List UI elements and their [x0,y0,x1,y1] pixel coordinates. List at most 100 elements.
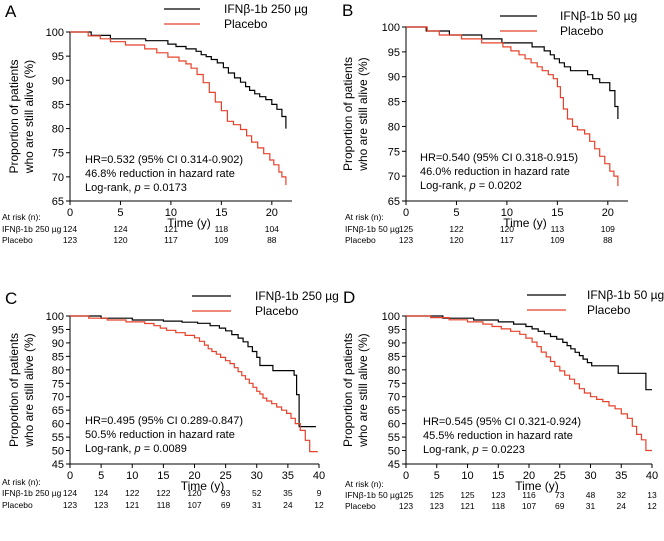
panel-letter: B [342,1,353,20]
x-tick-label: 10 [461,470,473,482]
at-risk-count: 13 [647,490,657,500]
x-tick-label: 10 [165,207,177,219]
y-tick-label: 80 [388,121,400,133]
x-tick-label: 5 [98,470,104,482]
y-axis-label: Proportion of patientswho are still aliv… [341,57,370,172]
at-risk-count: 73 [555,490,565,500]
at-risk-count: 120 [500,224,514,234]
y-tick-label: 80 [52,124,64,136]
placebo-curve [70,31,287,186]
at-risk-count: 125 [399,490,413,500]
at-risk-count: 120 [449,235,463,245]
at-risk-row-label: IFNβ-1b 50 µg [345,224,400,234]
x-tick-label: 0 [67,207,73,219]
at-risk-count: 104 [265,224,279,234]
treatment-curve [70,315,316,428]
x-tick-label: 0 [403,470,409,482]
x-tick-label: 5 [434,470,440,482]
stats-line: Log-rank, p = 0.0223 [423,444,525,456]
at-risk-count: 121 [164,224,178,234]
at-risk-count: 123 [94,500,108,510]
at-risk-count: 69 [555,501,565,511]
x-tick-label: 10 [126,470,138,482]
stats-line: HR=0.532 (95% CI 0.314-0.902) [85,154,243,166]
at-risk-count: 125 [399,224,413,234]
at-risk-count: 109 [550,235,564,245]
at-risk-count: 69 [221,500,231,510]
y-tick-label: 75 [388,146,400,158]
at-risk-count: 32 [617,490,627,500]
y-tick-label: 90 [52,75,64,87]
at-risk-count: 35 [283,488,293,498]
y-tick-label: 70 [52,172,64,184]
at-risk-count: 113 [551,224,565,234]
at-risk-row-label: Placebo [345,501,376,511]
y-axis-label: Proportion of patientswho are still aliv… [7,59,36,174]
y-tick-label: 95 [388,47,400,59]
stats-line: Log-rank, p = 0.0202 [420,180,522,192]
placebo-curve [70,315,318,453]
y-tick-label: 75 [52,148,64,160]
y-tick-label: 80 [52,365,64,377]
x-axis-label: Time (y) [167,216,211,230]
x-tick-label: 25 [220,470,232,482]
legend-label: Placebo [255,304,299,318]
y-tick-label: 95 [52,324,64,336]
y-tick-label: 45 [388,459,400,471]
y-tick-label: 85 [52,351,64,363]
y-tick-label: 85 [52,99,64,111]
at-risk-count: 122 [156,488,170,498]
x-tick-label: 5 [117,207,123,219]
x-tick-label: 15 [157,470,169,482]
y-tick-label: 60 [388,419,400,431]
stats-line: 45.5% reduction in hazard rate [423,430,573,442]
y-tick-label: 90 [388,72,400,84]
x-tick-label: 10 [501,207,513,219]
at-risk-header: At risk (n): [2,212,41,222]
x-tick-label: 30 [251,470,263,482]
x-tick-label: 15 [492,470,504,482]
x-tick-label: 30 [584,470,596,482]
at-risk-count: 31 [252,500,262,510]
at-risk-count: 120 [113,235,127,245]
x-axis-label: Time (y) [181,479,225,493]
stats-line: 50.5% reduction in hazard rate [85,429,235,441]
at-risk-count: 88 [603,235,613,245]
at-risk-count: 9 [317,488,322,498]
at-risk-count: 125 [460,490,474,500]
at-risk-count: 24 [617,501,627,511]
y-tick-label: 70 [388,171,400,183]
y-tick-label: 55 [52,432,64,444]
at-risk-count: 123 [63,500,77,510]
stats-line: HR=0.495 (95% CI 0.289-0.847) [85,415,243,427]
treatment-curve [406,315,652,391]
x-tick-label: 25 [554,470,566,482]
y-axis-label: Proportion of patientswho are still aliv… [7,333,36,448]
at-risk-count: 117 [500,235,514,245]
panel-a: A 65 70 75 80 85 90 95 100 0 5 10 15 20 Time (y) Propor… [2,2,308,245]
x-tick-label: 40 [313,470,325,482]
at-risk-header: At risk (n): [345,479,384,489]
at-risk-count: 123 [63,235,77,245]
at-risk-count: 109 [601,224,615,234]
x-tick-label: 15 [551,207,563,219]
x-axis-label: Time (y) [503,216,547,230]
at-risk-count: 118 [157,500,171,510]
x-tick-label: 5 [453,207,459,219]
at-risk-count: 52 [252,488,262,498]
panel-b: B 65 70 75 80 85 90 95 100 0 5 10 15 20 Time (y) Propor… [341,1,637,245]
y-tick-label: 100 [46,311,64,323]
at-risk-count: 124 [63,224,77,234]
x-tick-label: 40 [646,470,658,482]
y-tick-label: 100 [382,22,400,34]
y-tick-label: 70 [52,392,64,404]
at-risk-count: 120 [187,488,201,498]
y-tick-label: 100 [382,311,400,323]
at-risk-count: 116 [522,490,536,500]
y-tick-label: 70 [388,392,400,404]
y-tick-label: 80 [388,365,400,377]
at-risk-count: 122 [125,488,139,498]
at-risk-count: 121 [125,500,139,510]
at-risk-count: 121 [460,501,474,511]
at-risk-count: 122 [449,224,463,234]
